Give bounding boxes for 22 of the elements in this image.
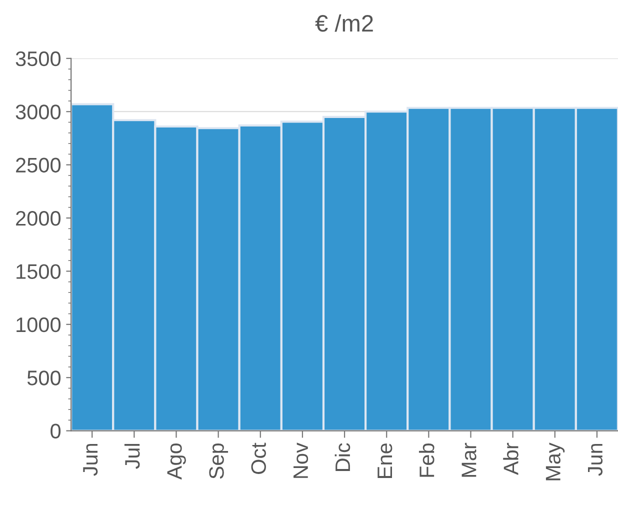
y-tick-label: 500 [27,370,61,386]
chart-title: € /m2 [315,14,373,32]
y-tick-label: 3000 [16,104,61,120]
x-tick-label: Abr [503,442,518,475]
x-tick-label: Ago [167,443,186,480]
y-tick-label: 1000 [16,317,61,332]
y-tick-label: 2500 [16,158,61,173]
x-tick-label: Feb [418,443,434,477]
x-tick-label: Nov [294,442,308,478]
x-tick-label: Jul [124,444,140,469]
x-tick-label: Oct [251,442,266,474]
x-tick-label: May [546,442,565,480]
x-tick-label: Mar [462,442,476,477]
x-tick-label: Ene [378,444,392,478]
y-tick-label: 0 [50,424,61,439]
y-tick-label: 1500 [16,264,61,279]
x-tick-label: Sep [209,443,228,479]
y-tick-label: 3500 [16,51,61,66]
x-tick-label: Jun [83,444,98,476]
y-tick-label: 2000 [16,211,61,226]
x-tick-label: Jun [588,444,603,476]
x-tick-label: Dic [334,443,350,471]
